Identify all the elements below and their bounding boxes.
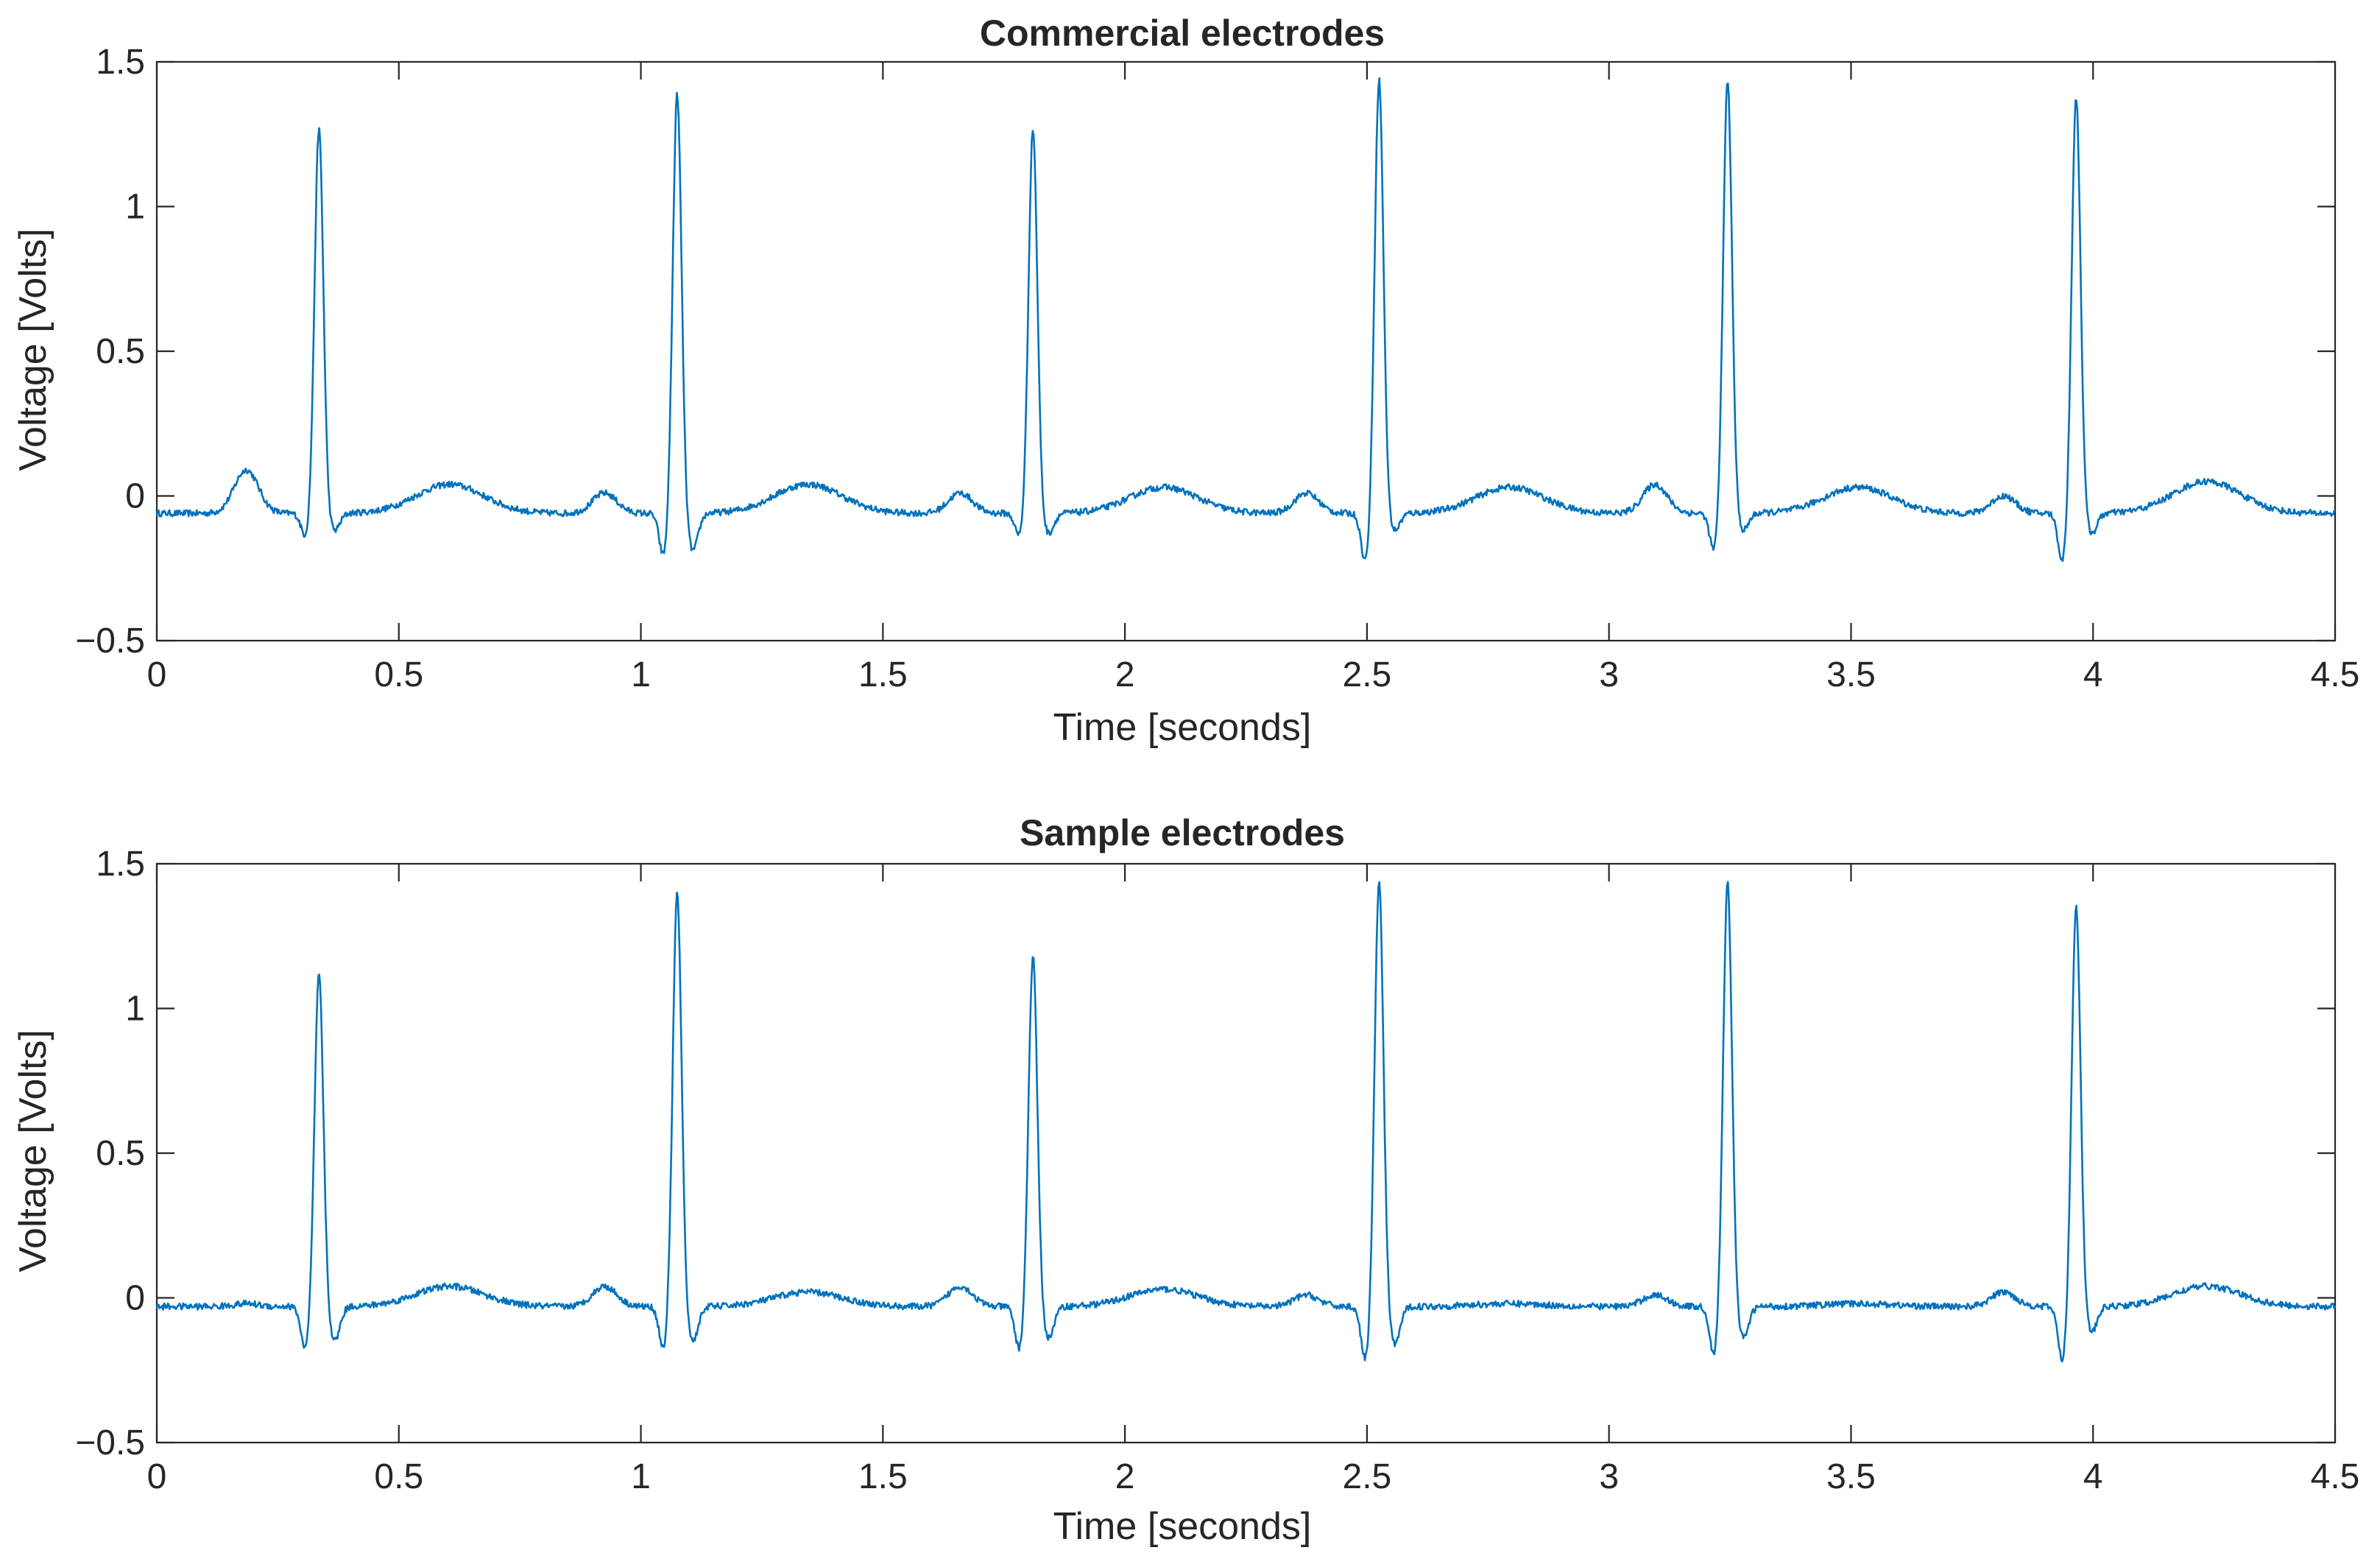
y-tick-label: 1.5 [96,845,145,884]
x-tick-label: 4 [2083,1457,2103,1496]
x-tick-label: 3 [1599,655,1619,694]
x-tick-label: 2 [1115,1457,1135,1496]
y-tick-label: 1.5 [96,43,145,82]
y-tick-label: 1 [125,188,145,227]
x-tick-label: 2.5 [1343,1457,1392,1496]
x-tick-label: 1 [631,655,651,694]
x-tick-label: 3.5 [1826,655,1876,694]
x-tick-label: 0.5 [374,655,423,694]
x-tick-label: 1.5 [858,1457,908,1496]
series-line [155,77,2336,563]
y-tick-label: 1 [125,990,145,1029]
x-tick-label: 0 [147,1457,167,1496]
x-axis-label: Time [seconds] [1053,1505,1312,1548]
x-tick-label: 4.5 [2311,655,2360,694]
y-axis-label: Voltage [Volts] [12,228,54,471]
x-tick-label: 1 [631,1457,651,1496]
y-tick-label: 0.5 [96,1134,145,1173]
x-tick-label: 2.5 [1343,655,1392,694]
chart-commercial-electrodes: Commercial electrodes Time [seconds] Vol… [12,13,2359,749]
y-tick-label: −0.5 [75,1423,145,1462]
y-tick-label: 0 [125,1279,145,1318]
x-tick-label: 4.5 [2311,1457,2360,1496]
x-tick-label: 2 [1115,655,1135,694]
x-tick-label: 3.5 [1826,1457,1876,1496]
x-tick-label: 1.5 [858,655,908,694]
x-tick-label: 0 [147,655,167,694]
x-tick-label: 4 [2083,655,2103,694]
y-tick-label: 0 [125,477,145,516]
y-tick-label: −0.5 [75,621,145,661]
y-axis-label: Voltage [Volts] [12,1029,54,1272]
x-axis-label: Time [seconds] [1053,706,1312,749]
chart-title: Sample electrodes [1020,812,1345,853]
x-tick-label: 3 [1599,1457,1619,1496]
chart-sample-electrodes: Sample electrodes Time [seconds] Voltage… [12,812,2359,1548]
series-line [155,881,2337,1363]
chart-title: Commercial electrodes [980,13,1385,54]
x-tick-label: 0.5 [374,1457,423,1496]
y-tick-label: 0.5 [96,332,145,371]
